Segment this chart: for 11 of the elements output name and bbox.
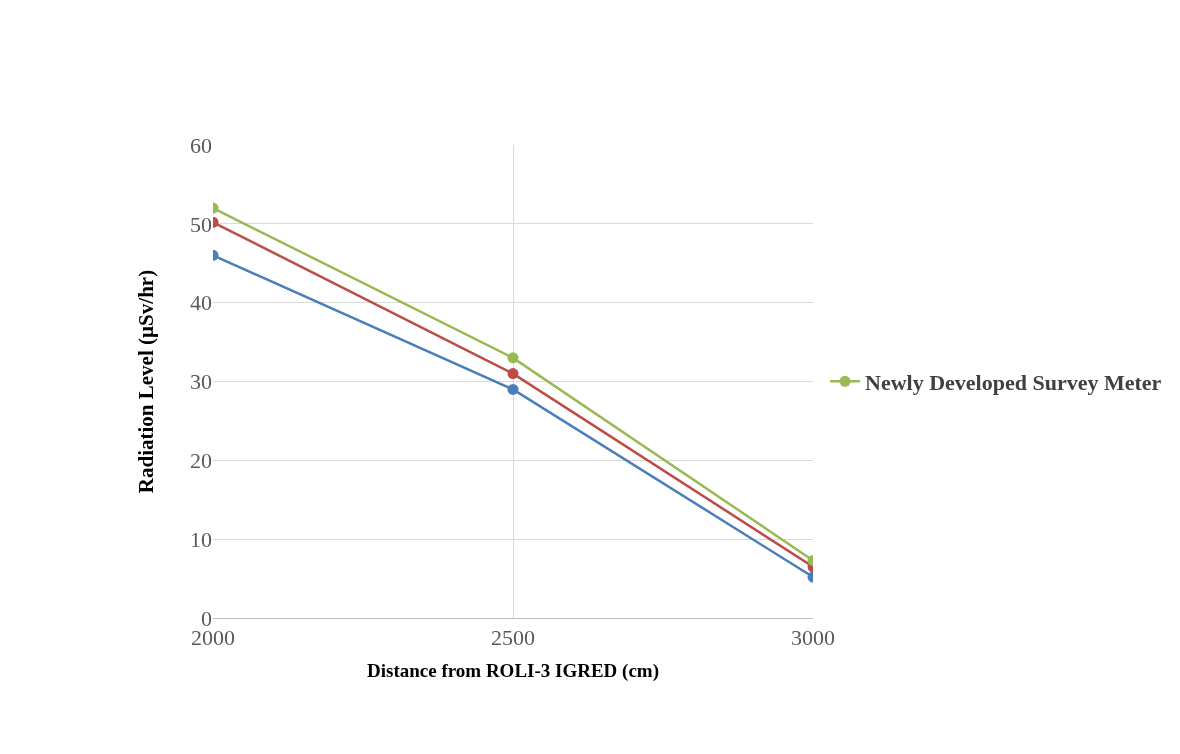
y-tick-label: 20 xyxy=(190,448,212,474)
y-tick-label: 60 xyxy=(190,132,212,158)
x-axis-title: Distance from ROLI-3 IGRED (cm) xyxy=(367,660,659,683)
x-tick-label: 3000 xyxy=(791,625,835,651)
y-tick-label: 30 xyxy=(190,369,212,395)
y-tick-label: 50 xyxy=(190,211,212,237)
x-tick-label: 2500 xyxy=(491,625,535,651)
legend-label: Newly Developed Survey Meter xyxy=(865,369,1162,395)
y-tick-label: 40 xyxy=(190,290,212,316)
y-tick-label: 10 xyxy=(190,526,212,552)
y-axis-title: Radiation Level (µSv/hr) xyxy=(134,269,159,494)
